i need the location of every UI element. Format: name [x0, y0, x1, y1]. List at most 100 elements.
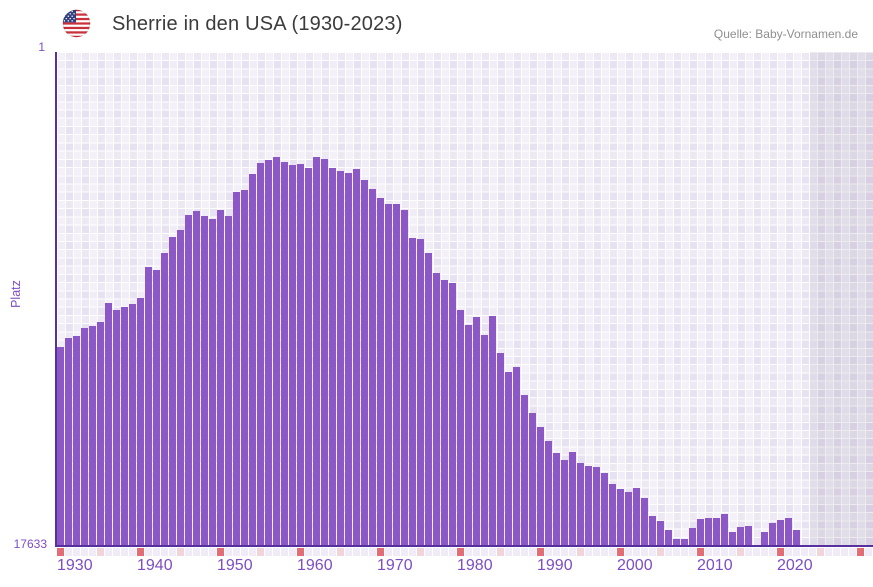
- bar-2013[interactable]: [721, 513, 728, 545]
- bar-1967[interactable]: [353, 169, 360, 545]
- bar-1955[interactable]: [257, 163, 264, 545]
- bar-1950[interactable]: [217, 210, 224, 545]
- bar-1944[interactable]: [169, 237, 176, 545]
- bar-1942[interactable]: [153, 270, 160, 545]
- bar-1975[interactable]: [417, 239, 424, 545]
- bar-2006[interactable]: [665, 529, 672, 545]
- bar-2020[interactable]: [777, 519, 784, 545]
- bar-1930[interactable]: [57, 347, 64, 545]
- bar-1972[interactable]: [393, 204, 400, 545]
- bar-1933[interactable]: [81, 328, 88, 545]
- bar-1968[interactable]: [361, 180, 368, 545]
- bar-2001[interactable]: [625, 492, 632, 545]
- bar-1951[interactable]: [225, 216, 232, 545]
- bar-1939[interactable]: [129, 304, 136, 545]
- x-tick-2005: [657, 548, 664, 556]
- bar-2008[interactable]: [681, 538, 688, 545]
- bar-1965[interactable]: [337, 171, 344, 545]
- bar-1980[interactable]: [457, 310, 464, 545]
- bar-1949[interactable]: [209, 219, 216, 545]
- bar-2021[interactable]: [785, 517, 792, 545]
- bar-2007[interactable]: [673, 538, 680, 545]
- bar-1954[interactable]: [249, 174, 256, 545]
- bar-1960[interactable]: [297, 164, 304, 545]
- bar-2012[interactable]: [713, 517, 720, 545]
- bar-1936[interactable]: [105, 303, 112, 545]
- bar-1971[interactable]: [385, 204, 392, 545]
- bar-1945[interactable]: [177, 230, 184, 545]
- bar-1973[interactable]: [401, 210, 408, 545]
- x-tick-2007: [673, 548, 680, 556]
- bar-1983[interactable]: [481, 335, 488, 545]
- bar-1935[interactable]: [97, 322, 104, 545]
- bar-1990[interactable]: [537, 427, 544, 545]
- bar-1969[interactable]: [369, 189, 376, 545]
- bar-1997[interactable]: [593, 467, 600, 545]
- bar-1970[interactable]: [377, 198, 384, 545]
- bar-2002[interactable]: [633, 488, 640, 545]
- bar-2004[interactable]: [649, 515, 656, 545]
- bar-1938[interactable]: [121, 307, 128, 545]
- x-tick-2026: [825, 548, 832, 556]
- bar-1994[interactable]: [569, 452, 576, 545]
- x-tick-1959: [289, 548, 296, 556]
- bar-1984[interactable]: [489, 316, 496, 545]
- bar-1979[interactable]: [449, 283, 456, 545]
- bar-1958[interactable]: [281, 162, 288, 545]
- bar-1952[interactable]: [233, 192, 240, 545]
- bar-1988[interactable]: [521, 395, 528, 545]
- bar-1999[interactable]: [609, 484, 616, 545]
- bar-1953[interactable]: [241, 190, 248, 545]
- x-tick-2004: [649, 548, 656, 556]
- bar-2014[interactable]: [729, 532, 736, 545]
- bar-1947[interactable]: [193, 211, 200, 545]
- bar-1974[interactable]: [409, 238, 416, 545]
- bar-1964[interactable]: [329, 168, 336, 545]
- bar-1966[interactable]: [345, 173, 352, 545]
- x-tick-2011: [705, 548, 712, 556]
- bar-1934[interactable]: [89, 326, 96, 545]
- bar-1946[interactable]: [185, 215, 192, 545]
- bar-1989[interactable]: [529, 413, 536, 545]
- bar-1986[interactable]: [505, 372, 512, 545]
- bar-1961[interactable]: [305, 167, 312, 545]
- bar-2010[interactable]: [697, 518, 704, 545]
- bar-1937[interactable]: [113, 310, 120, 545]
- bar-1959[interactable]: [289, 165, 296, 545]
- bar-1992[interactable]: [553, 453, 560, 545]
- bar-1985[interactable]: [497, 353, 504, 545]
- bar-1943[interactable]: [161, 253, 168, 545]
- bar-1993[interactable]: [561, 460, 568, 545]
- bar-1963[interactable]: [321, 159, 328, 545]
- bar-2022[interactable]: [793, 529, 800, 545]
- bar-2011[interactable]: [705, 517, 712, 545]
- bar-1956[interactable]: [265, 160, 272, 545]
- bar-1932[interactable]: [73, 336, 80, 545]
- bar-1940[interactable]: [137, 298, 144, 545]
- bar-1991[interactable]: [545, 441, 552, 545]
- bar-1998[interactable]: [601, 473, 608, 545]
- bar-2016[interactable]: [745, 525, 752, 545]
- bar-1978[interactable]: [441, 280, 448, 545]
- bar-1931[interactable]: [65, 338, 72, 545]
- bar-1976[interactable]: [425, 253, 432, 545]
- bar-1981[interactable]: [465, 325, 472, 545]
- bar-2003[interactable]: [641, 498, 648, 545]
- x-tick-2023: [801, 548, 808, 556]
- bar-1962[interactable]: [313, 157, 320, 545]
- bar-2019[interactable]: [769, 523, 776, 545]
- bar-1948[interactable]: [201, 216, 208, 545]
- bar-1941[interactable]: [145, 267, 152, 545]
- x-tick-2018: [761, 548, 768, 556]
- bar-2009[interactable]: [689, 528, 696, 545]
- bar-1996[interactable]: [585, 466, 592, 545]
- bar-2000[interactable]: [617, 489, 624, 545]
- bar-1987[interactable]: [513, 367, 520, 545]
- bar-2018[interactable]: [761, 532, 768, 545]
- bar-1995[interactable]: [577, 463, 584, 545]
- bar-1982[interactable]: [473, 317, 480, 545]
- bar-2015[interactable]: [737, 527, 744, 545]
- bar-1957[interactable]: [273, 157, 280, 545]
- bar-2005[interactable]: [657, 520, 664, 545]
- bar-1977[interactable]: [433, 273, 440, 545]
